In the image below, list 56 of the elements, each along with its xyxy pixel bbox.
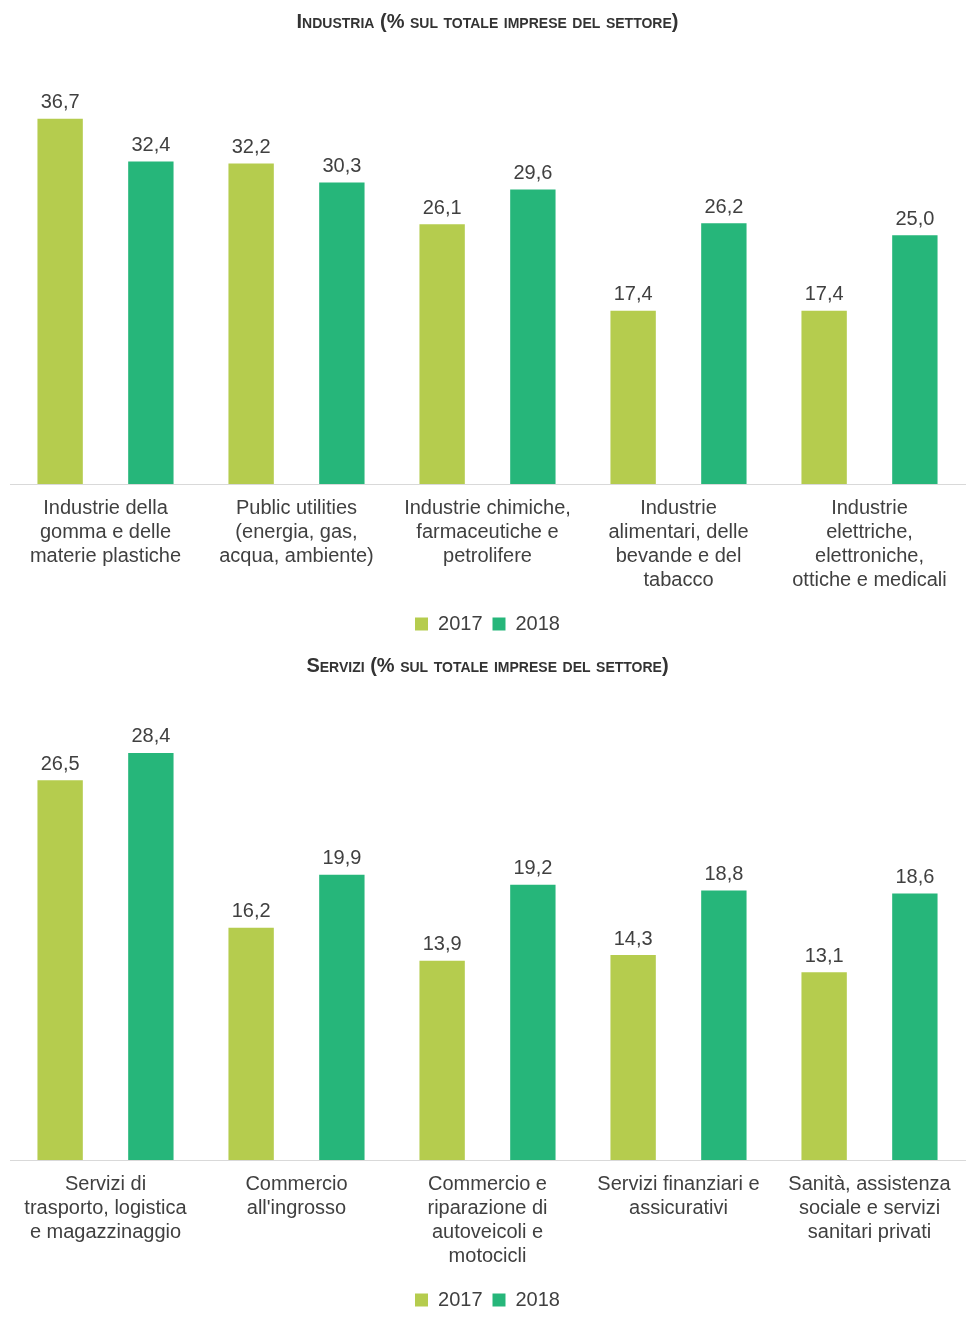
data-label: 19,9	[322, 846, 362, 869]
data-label: 18,6	[895, 864, 935, 887]
data-label: 32,2	[231, 135, 271, 158]
x-tick-label: Public utilities (energia, gas, acqua, ambiente)	[219, 495, 374, 566]
bar	[892, 235, 938, 484]
data-label: 32,4	[131, 133, 171, 156]
x-tick-label: Industrie chimiche, farmaceutiche e petrolifere	[404, 495, 571, 566]
bar	[701, 223, 747, 484]
data-label: 19,2	[513, 856, 553, 879]
bar	[892, 893, 938, 1160]
data-label: 28,4	[131, 724, 171, 747]
legend-label: 2017	[438, 611, 483, 634]
bar	[801, 972, 847, 1160]
legend-label: 2018	[515, 611, 560, 634]
data-label: 13,1	[804, 943, 844, 966]
bar	[701, 890, 747, 1160]
bar	[319, 182, 365, 484]
data-label: 18,8	[704, 862, 744, 885]
bar	[128, 161, 174, 484]
x-tick-label: Servizi di trasporto, logistica e magazzinaggio	[24, 1171, 188, 1242]
data-label: 14,3	[613, 926, 653, 949]
data-label: 16,2	[231, 899, 271, 922]
x-tick-label: Commercio all'ingrosso	[245, 1171, 348, 1218]
x-tick-label: Sanità, assistenza sociale e servizi sanitari privati	[788, 1171, 952, 1242]
data-label: 36,7	[40, 90, 80, 113]
bar	[510, 884, 556, 1160]
data-label: 26,2	[704, 194, 744, 217]
data-label: 30,3	[322, 154, 362, 177]
x-tick-label: Commercio e riparazione di autoveicoli e motocicli	[427, 1171, 548, 1266]
data-label: 17,4	[613, 282, 653, 305]
bar	[510, 189, 556, 484]
bar	[610, 955, 656, 1160]
x-tick-label: Industrie alimentari, delle bevande e del tabacco	[608, 495, 749, 590]
chart-title: Industria (% sul totale imprese del settore)	[295, 9, 680, 34]
x-tick-label: Industrie elettriche, elettroniche, ottiche e medicali	[792, 495, 947, 590]
bar	[419, 224, 465, 484]
data-label: 26,1	[422, 195, 462, 218]
x-tick-label: Industrie della gomma e delle materie plastiche	[29, 495, 182, 566]
legend-label: 2017	[438, 1287, 483, 1310]
data-label: 26,5	[40, 751, 80, 774]
bar	[610, 310, 656, 484]
data-label: 29,6	[513, 161, 553, 183]
data-label: 25,0	[895, 206, 935, 229]
bar	[128, 752, 174, 1160]
bar	[37, 780, 83, 1160]
x-tick-label: Servizi finanziari e assicurativi	[597, 1171, 760, 1218]
data-label: 13,9	[422, 932, 462, 955]
data-label: 17,4	[804, 282, 844, 305]
legend-label: 2018	[515, 1287, 560, 1310]
bar	[228, 163, 274, 484]
bar	[228, 927, 274, 1160]
bar	[37, 118, 83, 484]
bar	[801, 310, 847, 484]
bar	[319, 874, 365, 1160]
chart-title: Servizi (% sul totale imprese del settore)	[305, 653, 670, 678]
bar	[419, 960, 465, 1160]
